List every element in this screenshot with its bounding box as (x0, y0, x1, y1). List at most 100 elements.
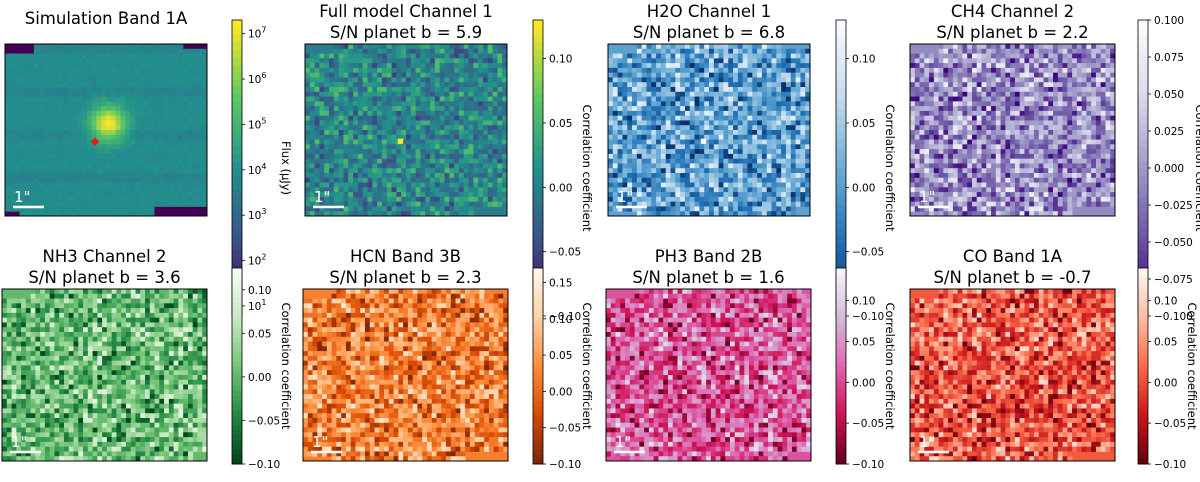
pixel (377, 211, 383, 217)
pixel (86, 72, 92, 78)
pixel (14, 149, 20, 155)
pixel (149, 187, 155, 193)
pixel (9, 87, 16, 93)
pixel (362, 96, 368, 102)
pixel (406, 101, 412, 107)
pixel (314, 182, 320, 188)
pixel (478, 130, 484, 136)
pixel (1010, 82, 1016, 88)
pixel (96, 82, 102, 88)
pixel (463, 77, 469, 83)
pixel (134, 149, 141, 155)
pixel (742, 158, 748, 164)
pixel (439, 120, 445, 126)
pixel (125, 192, 131, 198)
pixel (728, 82, 734, 88)
pixel (377, 187, 383, 193)
pixel (742, 96, 748, 102)
pixel (33, 87, 40, 93)
pixel (396, 158, 402, 164)
pixel (130, 173, 136, 179)
pixel (62, 158, 68, 164)
pixel (487, 192, 493, 198)
colorbar-tick-label: 0.05 (549, 118, 572, 130)
pixel (723, 211, 729, 217)
pixel (192, 173, 198, 179)
pixel (660, 130, 667, 136)
pixel (622, 144, 628, 150)
pixel (81, 120, 88, 126)
pixel (665, 177, 671, 183)
pixel (492, 120, 498, 126)
pixel (910, 67, 916, 74)
pixel (110, 211, 117, 217)
pixel (149, 173, 155, 179)
pixel (96, 187, 102, 193)
pixel (415, 91, 421, 97)
pixel (9, 177, 16, 183)
pixel (62, 177, 68, 183)
pixel (9, 63, 16, 69)
pixel (187, 130, 193, 136)
pixel (329, 96, 335, 102)
pixel (38, 101, 44, 107)
pixel (19, 130, 25, 136)
pixel (348, 120, 354, 126)
pixel (967, 44, 973, 50)
pixel (415, 182, 421, 188)
pixel (785, 173, 792, 179)
pixel (502, 72, 508, 78)
pixel (1091, 58, 1097, 64)
pixel (694, 211, 700, 217)
pixel (478, 53, 484, 59)
colorbar-segment (533, 49, 543, 58)
pixel (1053, 63, 1059, 69)
pixel (106, 206, 112, 212)
pixel (86, 125, 92, 131)
pixel (38, 149, 44, 155)
colorbar-segment (232, 94, 242, 102)
pixel (694, 91, 700, 97)
pixel (492, 44, 498, 50)
pixel (420, 106, 426, 112)
pixel (362, 115, 368, 121)
pixel (502, 168, 508, 174)
pixel (77, 163, 83, 169)
pixel (38, 120, 44, 126)
pixel (766, 144, 772, 150)
pixel (202, 106, 208, 112)
colorbar-segment (533, 20, 543, 28)
pixel (406, 96, 412, 102)
colorbar-segment (533, 160, 543, 169)
pixel (367, 110, 373, 117)
pixel (632, 134, 638, 140)
pixel (737, 177, 744, 183)
pixel (62, 67, 68, 74)
pixel (401, 101, 407, 107)
pixel (680, 144, 686, 150)
pixel (91, 187, 97, 193)
pixel (329, 101, 335, 107)
pixel (636, 53, 643, 59)
pixel (202, 149, 208, 155)
pixel (163, 63, 169, 69)
pixel (713, 211, 720, 217)
pixel (468, 173, 474, 179)
pixel (5, 87, 11, 93)
pixel (396, 149, 402, 155)
pixel (492, 82, 498, 88)
pixel (348, 144, 354, 150)
pixel (463, 115, 469, 121)
pixel (9, 196, 16, 203)
pixel (665, 77, 671, 83)
pixel (377, 201, 383, 207)
pixel (144, 91, 150, 97)
pixel (314, 91, 320, 97)
pixel (1033, 58, 1040, 64)
pixel (1091, 48, 1097, 54)
pixel (343, 53, 349, 59)
pixel (1053, 48, 1059, 54)
pixel (353, 139, 359, 145)
pixel (771, 130, 777, 136)
pixel (468, 96, 474, 102)
